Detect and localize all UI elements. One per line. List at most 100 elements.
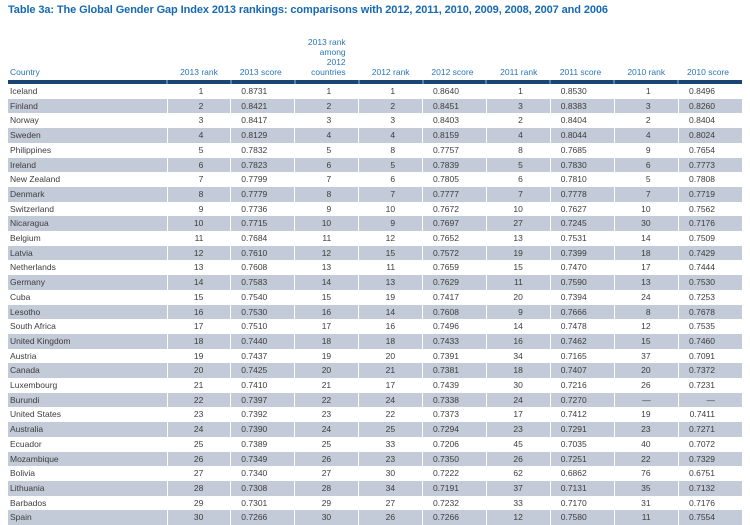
value-cell: 27 <box>485 216 551 232</box>
value-cell: 76 <box>613 466 679 481</box>
value-cell: 25 <box>358 422 423 437</box>
value-cell: 21 <box>294 378 359 393</box>
value-cell: 0.7531 <box>549 231 615 246</box>
country-cell: Belgium <box>10 233 41 244</box>
value-cell: 0.7610 <box>230 245 295 261</box>
value-cell: 0.6751 <box>677 466 743 481</box>
country-cell: Finland <box>10 100 38 111</box>
country-cell: Cuba <box>10 291 31 302</box>
value-cell: 62 <box>485 466 551 481</box>
table-row: Lithuania 28 0.7308 28 34 0.7191 37 0.7131 35 0.7… <box>8 480 743 496</box>
value-cell: 0.7176 <box>677 495 743 511</box>
value-cell: 7 <box>294 172 359 187</box>
value-cell: 0.7510 <box>230 319 295 334</box>
value-cell: 37 <box>613 348 679 364</box>
value-cell: 10 <box>358 201 423 217</box>
value-cell: 0.8530 <box>549 84 615 99</box>
value-cell: 0.7799 <box>230 172 295 187</box>
value-cell: 20 <box>166 363 231 379</box>
value-cell: 18 <box>613 245 679 261</box>
value-cell: 35 <box>613 480 679 496</box>
country-cell: Switzerland <box>10 203 54 214</box>
value-cell: 0.7832 <box>230 142 295 158</box>
value-cell: 23 <box>166 407 231 423</box>
value-cell: 0.7425 <box>230 363 295 379</box>
value-cell: 0.7719 <box>677 186 743 202</box>
value-cell: 0.7266 <box>422 510 487 525</box>
value-cell: 9 <box>166 201 231 217</box>
value-cell: 3 <box>485 98 551 114</box>
value-cell: 0.7308 <box>230 480 295 496</box>
country-cell: Germany <box>10 277 45 288</box>
value-cell: 0.7131 <box>549 480 615 496</box>
value-cell: 0.7478 <box>549 319 615 334</box>
value-cell: 13 <box>485 231 551 246</box>
value-cell: 0.7349 <box>230 451 295 467</box>
value-cell: 5 <box>485 157 551 173</box>
value-cell: 12 <box>613 319 679 334</box>
value-cell: 0.7191 <box>422 480 487 496</box>
value-cell: 20 <box>294 363 359 379</box>
value-cell: 0.8129 <box>230 128 295 143</box>
value-cell: 0.7444 <box>677 260 743 276</box>
value-cell: 14 <box>485 319 551 334</box>
table-row: Switzerland 9 0.7736 9 10 0.7672 10 0.7627 10 0.7… <box>8 201 743 217</box>
value-cell: 0.7672 <box>422 201 487 217</box>
table-row: Canada 20 0.7425 20 21 0.7381 18 0.7407 20 0.7372 <box>8 363 743 379</box>
value-cell: 18 <box>358 333 423 349</box>
value-cell: 11 <box>166 231 231 246</box>
header-row: Country 2013 rank 2013 score 2013 rank amon… <box>8 37 742 80</box>
country-cell: Sweden <box>10 130 41 141</box>
value-cell: 30 <box>358 466 423 481</box>
table-row: Spain 30 0.7266 30 26 0.7266 12 0.7580 11 0.7554 <box>8 510 743 525</box>
value-cell: 1 <box>485 84 551 99</box>
value-cell: 0.7757 <box>422 142 487 158</box>
value-cell: 6 <box>166 157 231 173</box>
value-cell: 0.7251 <box>549 451 615 467</box>
column-header-country: Country <box>10 67 40 77</box>
value-cell: 22 <box>166 392 231 408</box>
value-cell: 4 <box>358 128 423 143</box>
country-cell: South Africa <box>10 321 56 332</box>
value-cell: 26 <box>166 451 231 467</box>
value-cell: 12 <box>294 245 359 261</box>
table-row: Australia 24 0.7390 24 25 0.7294 23 0.7291 23 0.7… <box>8 422 743 437</box>
value-cell: 13 <box>294 260 359 276</box>
value-cell: 8 <box>166 186 231 202</box>
value-cell: 0.7294 <box>422 422 487 437</box>
value-cell: 13 <box>358 275 423 290</box>
value-cell: 0.7270 <box>549 392 615 408</box>
divider-bar-segment <box>357 80 423 84</box>
value-cell: 21 <box>358 363 423 379</box>
value-cell: 0.7072 <box>677 436 743 452</box>
value-cell: 26 <box>485 451 551 467</box>
table-row: New Zealand 7 0.7799 7 6 0.7805 6 0.7810 5 0.7808 <box>8 172 743 187</box>
value-cell: 23 <box>485 422 551 437</box>
table-body: Iceland 1 0.8731 1 1 0.8640 1 0.8530 1 0.8496 Finl… <box>8 84 743 525</box>
value-cell: 0.7231 <box>677 378 743 393</box>
value-cell: 29 <box>166 495 231 511</box>
value-cell: 19 <box>294 348 359 364</box>
value-cell: 8 <box>485 142 551 158</box>
value-cell: 0.7266 <box>230 510 295 525</box>
value-cell: 0.7417 <box>422 289 487 305</box>
value-cell: 0.7301 <box>230 495 295 511</box>
value-cell: 0.7608 <box>422 304 487 320</box>
value-cell: 5 <box>358 157 423 173</box>
value-cell: 0.7666 <box>549 304 615 320</box>
value-cell: 0.7216 <box>549 378 615 393</box>
value-cell: 17 <box>485 407 551 423</box>
value-cell: 4 <box>613 128 679 143</box>
value-cell: 5 <box>294 142 359 158</box>
rankings-table: Country 2013 rank 2013 score 2013 rank amon… <box>8 37 743 525</box>
value-cell: 17 <box>294 319 359 334</box>
value-cell: 16 <box>358 319 423 334</box>
value-cell: 0.8403 <box>422 113 487 129</box>
country-cell: Australia <box>10 424 44 435</box>
table-row: Lesotho 16 0.7530 16 14 0.7608 9 0.7666 8 0.7678 <box>8 304 743 320</box>
value-cell: — <box>613 392 679 408</box>
value-cell: 37 <box>485 480 551 496</box>
value-cell: 21 <box>166 378 231 393</box>
value-cell: 1 <box>358 84 423 99</box>
value-cell: 10 <box>485 201 551 217</box>
